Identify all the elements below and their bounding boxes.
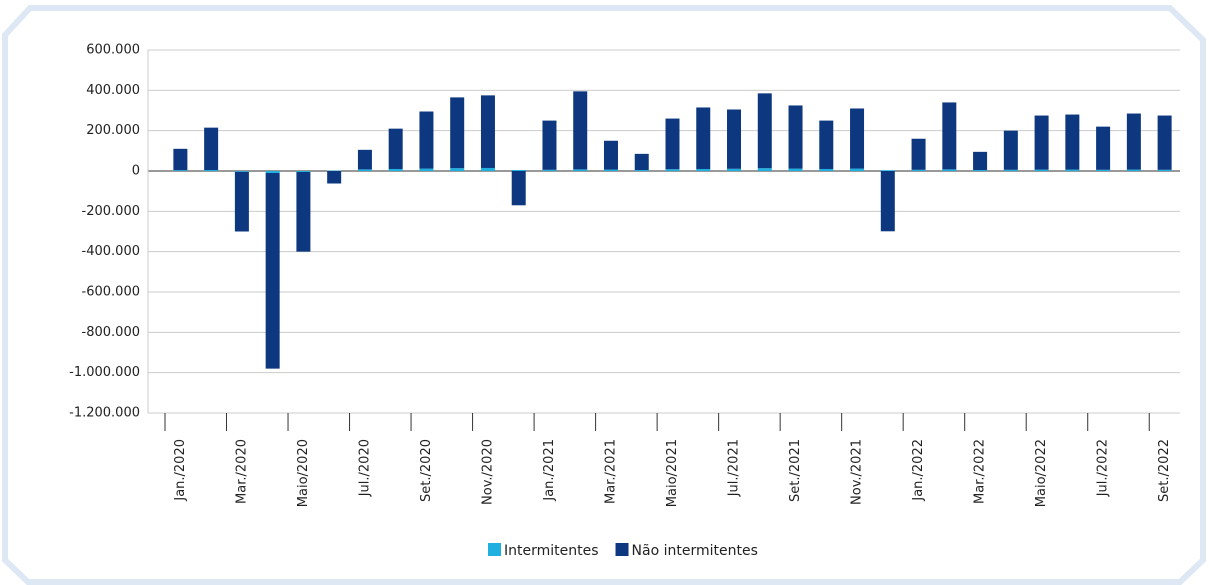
bar xyxy=(480,167,495,171)
x-tick-label: Jul./2021 xyxy=(727,439,742,497)
y-tick-label: 600.000 xyxy=(86,43,140,58)
x-tick-label: Nov./2020 xyxy=(480,439,495,505)
y-tick-label: -1.000.000 xyxy=(69,365,140,380)
bar xyxy=(819,120,834,169)
bar xyxy=(234,171,249,232)
bar xyxy=(634,169,649,171)
y-tick-label: 400.000 xyxy=(86,83,140,98)
bar xyxy=(1003,130,1018,170)
bar xyxy=(1065,114,1080,170)
bar xyxy=(542,169,557,171)
bar xyxy=(850,168,865,171)
bar xyxy=(1096,169,1111,171)
bar xyxy=(450,168,465,171)
bar xyxy=(1157,115,1172,170)
bar xyxy=(173,148,188,171)
bar xyxy=(511,169,526,171)
bar xyxy=(634,153,649,170)
x-tick-label: Maio/2021 xyxy=(665,439,680,507)
bar xyxy=(1034,115,1049,170)
x-tick-label: Nov./2021 xyxy=(850,439,865,505)
bar xyxy=(942,102,957,170)
y-tick-label: -200.000 xyxy=(82,204,140,219)
bar xyxy=(911,138,926,170)
y-tick-label: -1.200.000 xyxy=(69,406,140,421)
x-tick-label: Jul./2020 xyxy=(357,439,372,497)
bar xyxy=(265,171,280,174)
bar xyxy=(542,120,557,170)
legend-label: Intermitentes xyxy=(504,543,599,559)
x-tick-label: Jan./2020 xyxy=(173,439,188,502)
bar xyxy=(727,168,742,171)
x-tick-label: Jan./2021 xyxy=(542,439,557,502)
bar xyxy=(1034,169,1049,171)
x-tick-label: Set./2021 xyxy=(788,439,803,502)
bar xyxy=(1003,169,1018,171)
x-tick-label: Mar./2022 xyxy=(973,439,988,504)
x-tick-label: Mar./2021 xyxy=(603,439,618,504)
bar xyxy=(788,105,803,169)
bar xyxy=(450,97,465,169)
bar xyxy=(419,111,434,169)
bar xyxy=(357,169,372,171)
bar xyxy=(511,171,526,206)
x-tick-label: Mar./2020 xyxy=(234,439,249,504)
bar xyxy=(665,118,680,170)
bar xyxy=(388,128,403,169)
bar xyxy=(696,107,711,169)
bar xyxy=(973,151,988,170)
bar xyxy=(696,168,711,171)
bar xyxy=(973,169,988,171)
bar xyxy=(573,169,588,171)
bar xyxy=(757,168,772,171)
legend-swatch xyxy=(488,543,501,556)
bar xyxy=(204,127,219,170)
legend-swatch xyxy=(615,543,629,556)
bar xyxy=(357,149,372,170)
bar xyxy=(173,170,188,171)
bar xyxy=(480,95,495,168)
bar xyxy=(419,168,434,171)
bar xyxy=(573,91,588,170)
x-tick-label: Set./2020 xyxy=(419,439,434,502)
bar xyxy=(727,109,742,169)
bar xyxy=(265,173,280,369)
bar xyxy=(880,170,895,171)
bar xyxy=(880,171,895,232)
bar xyxy=(1096,126,1111,170)
bar xyxy=(296,171,311,173)
bar xyxy=(388,168,403,171)
bar xyxy=(327,171,342,184)
bar xyxy=(850,108,865,169)
y-tick-label: 200.000 xyxy=(86,123,140,138)
x-tick-label: Jul./2022 xyxy=(1096,439,1111,497)
x-tick-label: Maio/2020 xyxy=(296,439,311,507)
bar xyxy=(296,172,311,252)
bar xyxy=(1065,169,1080,171)
bar xyxy=(603,140,618,170)
bar xyxy=(788,168,803,171)
bar xyxy=(603,169,618,171)
bar xyxy=(911,169,926,171)
bar xyxy=(942,169,957,171)
y-tick-label: -600.000 xyxy=(82,285,140,300)
bar xyxy=(1126,113,1141,170)
bar xyxy=(665,169,680,171)
bar xyxy=(1157,169,1172,171)
x-tick-label: Jan./2022 xyxy=(911,439,926,502)
y-tick-label: 0 xyxy=(132,164,140,179)
bar xyxy=(757,93,772,169)
bar xyxy=(1126,169,1141,171)
y-tick-label: -800.000 xyxy=(82,325,140,340)
x-tick-label: Maio/2022 xyxy=(1034,439,1049,507)
y-tick-label: -400.000 xyxy=(82,244,140,259)
bar xyxy=(204,169,219,171)
bar xyxy=(819,168,834,171)
legend-label: Não intermitentes xyxy=(632,543,758,559)
bar xyxy=(234,171,249,172)
frame xyxy=(1,5,1206,585)
x-tick-label: Set./2022 xyxy=(1157,439,1172,502)
